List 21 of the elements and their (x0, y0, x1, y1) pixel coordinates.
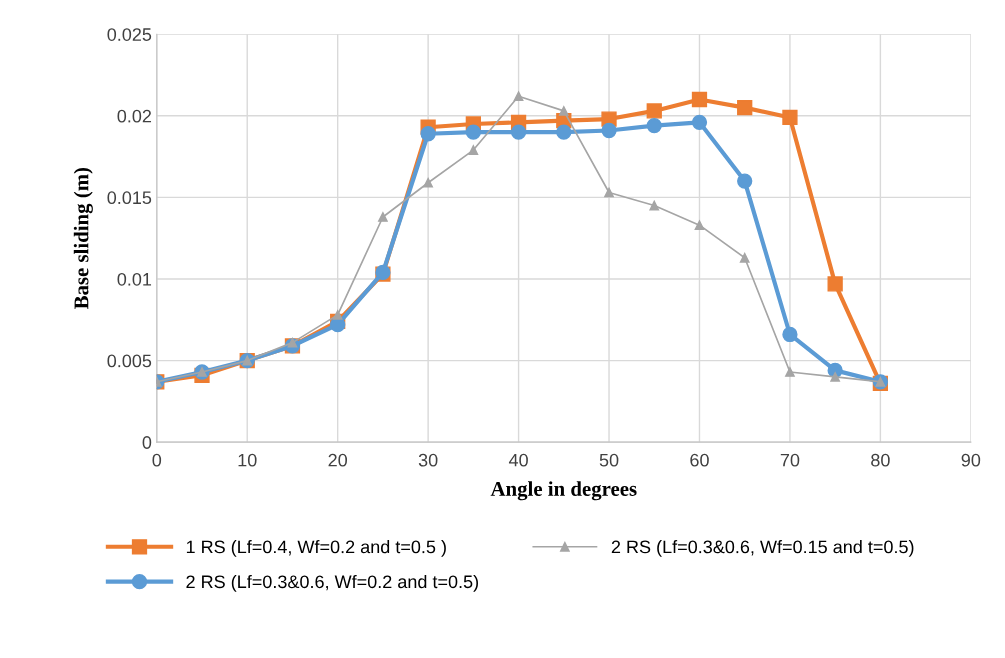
x-tick-label: 40 (508, 453, 528, 467)
legend-label: 2 RS (Lf=0.3&0.6, Wf=0.15 and t=0.5) (611, 540, 914, 557)
y-tick-label: 0.01 (117, 272, 152, 286)
x-tick-label: 10 (238, 453, 257, 467)
x-tick-label: 20 (328, 453, 348, 467)
y-tick-label: 0.025 (107, 28, 152, 41)
x-tick-label: 50 (599, 453, 619, 467)
x-axis-title: Angle in degrees (490, 481, 637, 501)
y-tick-label: 0.02 (117, 109, 152, 123)
y-axis-title: Base sliding (m) (73, 167, 93, 310)
y-tick-label: 0.015 (107, 191, 152, 205)
x-tick-label: 80 (871, 453, 890, 467)
x-tick-label: 60 (690, 453, 709, 467)
x-tick-label: 90 (961, 453, 981, 467)
x-tick-label: 0 (152, 453, 162, 467)
y-tick-label: 0 (142, 436, 152, 449)
x-tick-label: 30 (418, 453, 438, 467)
y-tick-label: 0.005 (107, 354, 152, 368)
x-tick-label: 70 (780, 453, 800, 467)
legend-label: 2 RS (Lf=0.3&0.6, Wf=0.2 and t=0.5) (186, 574, 478, 592)
legend-label: 1 RS (Lf=0.4, Wf=0.2 and t=0.5 ) (186, 540, 446, 557)
